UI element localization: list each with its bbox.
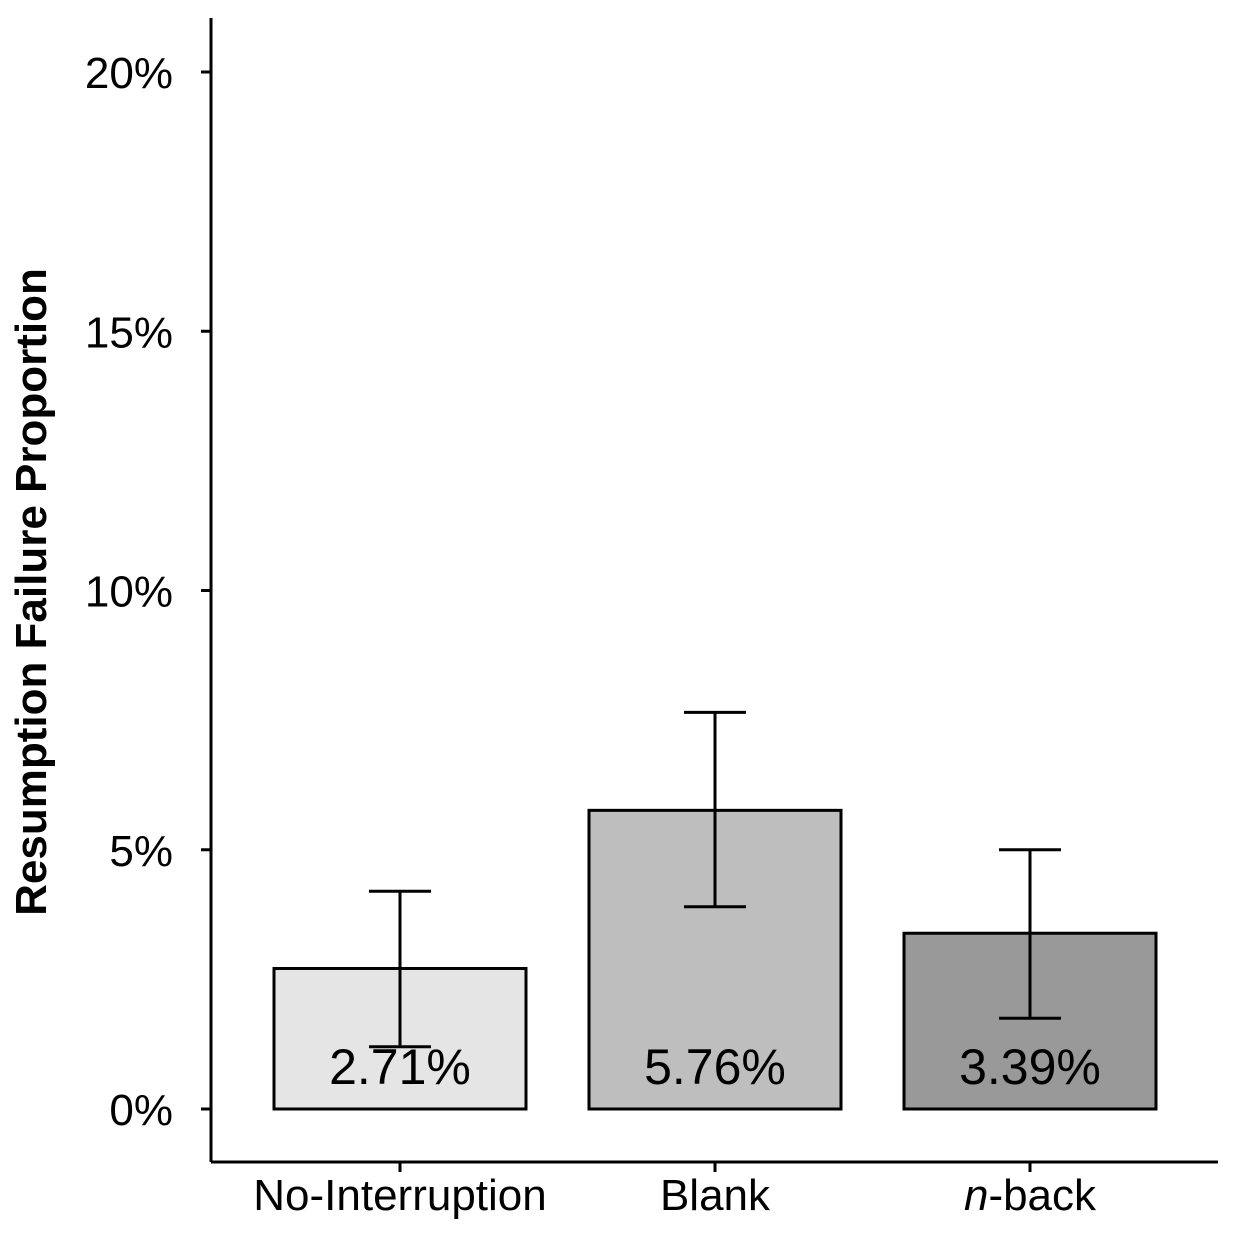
- y-tick-label: 20%: [85, 49, 173, 98]
- error-bars-layer: [369, 710, 1061, 1049]
- bar-value-label: 2.71%: [329, 1039, 471, 1095]
- x-tick-label: Blank: [660, 1171, 771, 1220]
- bar-value-label: 5.76%: [644, 1039, 786, 1095]
- x-tick-label: No-Interruption: [253, 1171, 546, 1220]
- y-tick-label: 15%: [85, 308, 173, 357]
- error-bar: [369, 889, 431, 1049]
- error-bar: [999, 848, 1061, 1020]
- bar-value-label: 3.39%: [959, 1039, 1101, 1095]
- bar-labels-layer: 2.71% 5.76% 3.39%: [329, 1039, 1101, 1095]
- y-tick-label: 10%: [85, 568, 173, 617]
- x-tick-label: n-back: [964, 1171, 1097, 1220]
- error-bar: [684, 710, 746, 909]
- y-tick-label: 0%: [109, 1086, 173, 1135]
- y-axis-title: Resumption Failure Proportion: [7, 268, 56, 916]
- y-tick-label: 5%: [109, 827, 173, 876]
- axes-layer: 0% 5% 10% 15% 20% No-Interruption Blank n-back: [85, 18, 1218, 1220]
